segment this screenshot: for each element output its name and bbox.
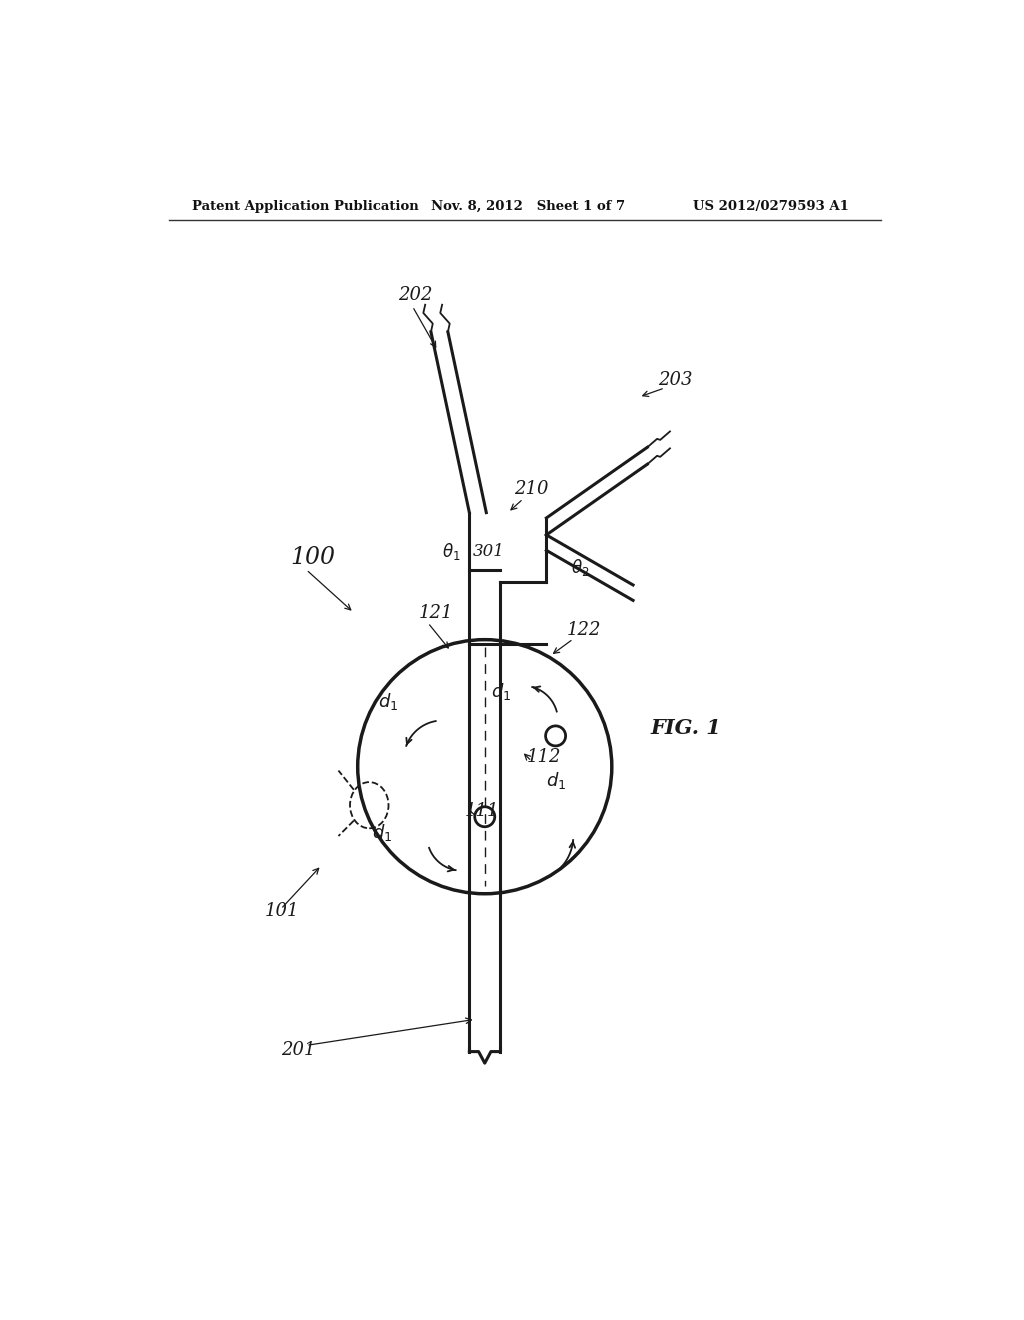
Text: 301: 301	[473, 543, 505, 560]
Text: 111: 111	[465, 803, 500, 820]
Text: 121: 121	[419, 603, 453, 622]
Text: FIG. 1: FIG. 1	[650, 718, 721, 738]
Text: 112: 112	[526, 748, 561, 767]
Text: 122: 122	[567, 620, 602, 639]
Text: $\theta_1$: $\theta_1$	[442, 541, 461, 562]
Text: Patent Application Publication: Patent Application Publication	[193, 199, 419, 213]
Text: 101: 101	[264, 903, 299, 920]
Text: $d_1$: $d_1$	[379, 690, 398, 711]
Text: $\theta_2$: $\theta_2$	[571, 557, 590, 578]
Text: 210: 210	[514, 480, 549, 499]
Text: US 2012/0279593 A1: US 2012/0279593 A1	[692, 199, 849, 213]
Text: 201: 201	[281, 1041, 315, 1059]
Text: 203: 203	[658, 371, 692, 389]
Text: 202: 202	[398, 286, 433, 305]
Text: $d_1$: $d_1$	[490, 681, 511, 702]
Text: $d_1$: $d_1$	[547, 770, 566, 791]
Text: $d_1$: $d_1$	[372, 821, 392, 842]
Text: Nov. 8, 2012   Sheet 1 of 7: Nov. 8, 2012 Sheet 1 of 7	[431, 199, 625, 213]
Text: 100: 100	[291, 545, 336, 569]
